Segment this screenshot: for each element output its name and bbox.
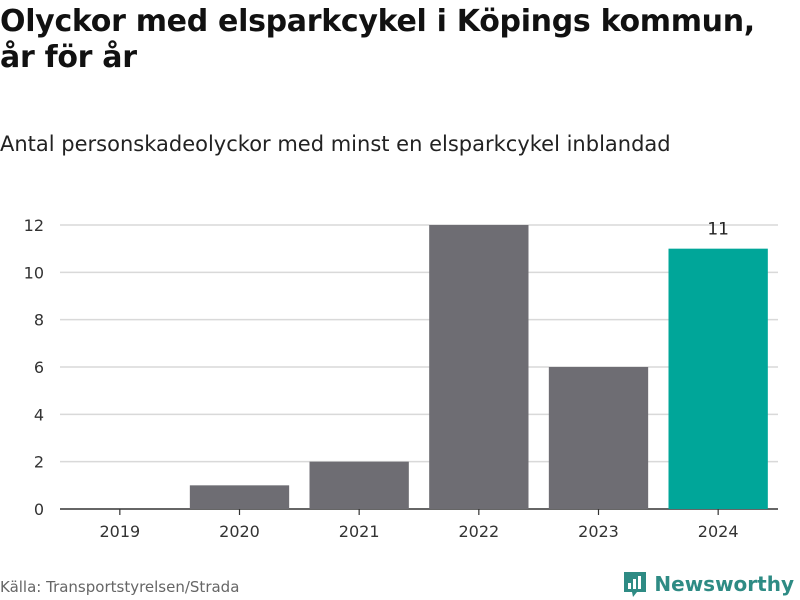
bar-2023 (548, 367, 649, 509)
y-tick-label: 6 (34, 358, 44, 377)
chart-title: Olyckor med elsparkcykel i Köpings kommu… (0, 4, 755, 75)
y-tick-label: 10 (24, 263, 44, 282)
bar-2020 (189, 485, 290, 509)
y-tick-label: 2 (34, 453, 44, 472)
chart-subtitle: Antal personskadeolyckor med minst en el… (0, 132, 671, 156)
bar-2024 (668, 248, 768, 509)
y-tick-label: 0 (34, 500, 44, 519)
x-tick-label: 2024 (698, 522, 739, 541)
bar-2022 (429, 225, 529, 509)
bar-chart: 0 2 4 6 8 10 12 2019 2020 2021 2022 2023 2024 11 (24, 216, 778, 541)
y-tick-label: 4 (34, 405, 44, 424)
newsworthy-logo-icon (624, 572, 647, 597)
y-tick-label: 8 (34, 311, 44, 330)
source-note: Källa: Transportstyrelsen/Strada (0, 578, 240, 596)
brand-name: Newsworthy (654, 572, 794, 596)
data-label: 11 (707, 220, 729, 240)
brand-logo: Newsworthy (622, 568, 794, 600)
bar-2021 (309, 461, 409, 509)
y-tick-label: 12 (24, 216, 44, 235)
x-tick-label: 2019 (99, 522, 140, 541)
x-tick-label: 2020 (219, 522, 260, 541)
x-tick-label: 2021 (339, 522, 380, 541)
x-tick-label: 2023 (578, 522, 619, 541)
x-tick-label: 2022 (458, 522, 499, 541)
